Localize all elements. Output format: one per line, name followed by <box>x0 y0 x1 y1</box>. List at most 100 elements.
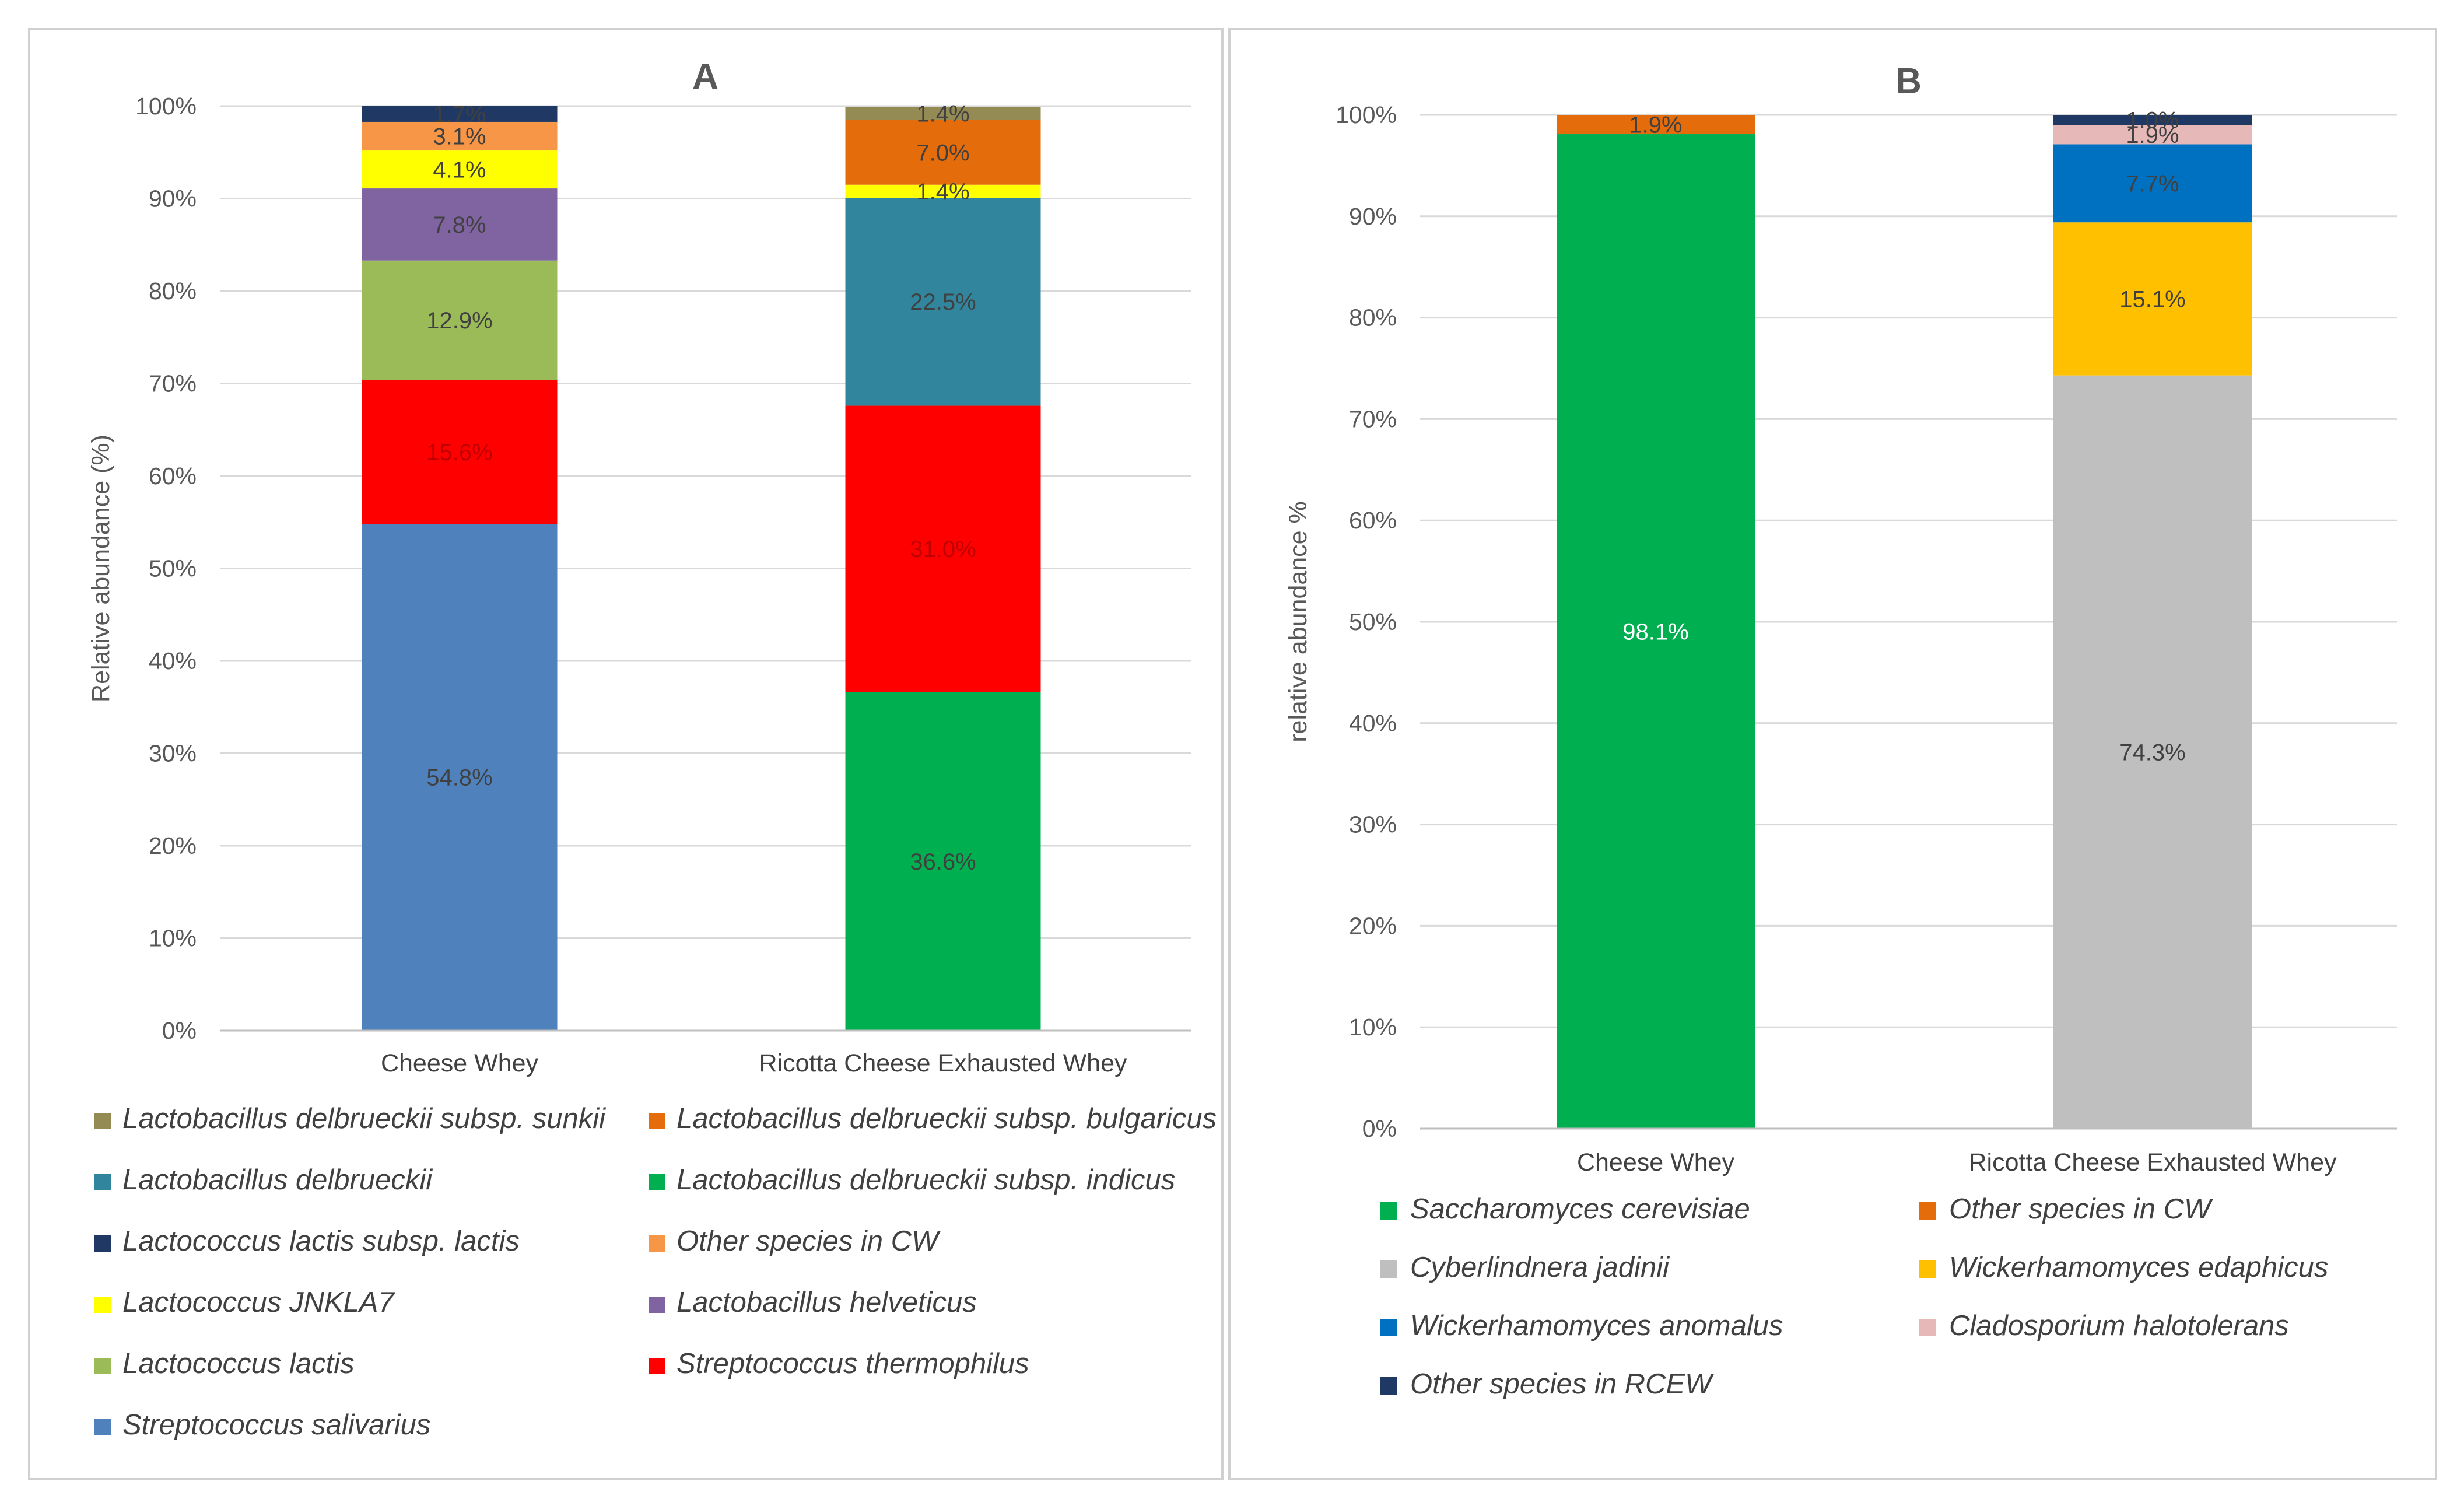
chart-b-legend-swatch-cyberlindnera-jadinii <box>1380 1260 1397 1278</box>
chart-a-bar-lactococcus-lactis-subsp-lactis-cheese-whey <box>362 106 558 122</box>
chart-a-bar-lactococcus-lactis-cheese-whey <box>362 260 558 380</box>
chart-b-y-axis-label: relative abundance % <box>1284 501 1312 743</box>
chart-a-legend-label: Lactococcus JNKLA7 <box>122 1287 395 1318</box>
chart-a-data-label: 1.4% <box>916 101 969 127</box>
chart-a-bar-streptococcus-thermophilus-cheese-whey <box>362 380 558 524</box>
chart-a-data-label: 12.9% <box>426 308 492 334</box>
chart-a-y-axis-label: Relative abundance (%) <box>87 435 115 702</box>
chart-b-bar-other-species-in-rcew-ricotta-cheese-exhausted-whey <box>2053 115 2252 125</box>
chart-a-data-label: 7.8% <box>433 212 486 238</box>
chart-a-bar-streptococcus-salivarius-cheese-whey <box>362 524 558 1031</box>
chart-b-y-tick-label: 70% <box>1349 405 1397 432</box>
chart-a-svg: A 0% 10% 20% 30% 40% 50% 60% 70% 80% 90% 100% Relati… <box>87 57 1217 1441</box>
chart-a-legend-label: Lactococcus lactis <box>122 1348 355 1379</box>
chart-b-bar-wickerhamomyces-edaphicus-ricotta-cheese-exhausted-whey <box>2053 222 2252 376</box>
chart-a-legend-swatch-lactococcus-jnkla7 <box>94 1297 111 1313</box>
chart-a-legend-label: Lactobacillus delbrueckii subsp. bulgari… <box>677 1103 1217 1134</box>
chart-a-legend-swatch-lactobacillus-delbrueckii <box>94 1174 111 1190</box>
chart-a-legend-swatch-lactobacillus-helveticus <box>649 1297 665 1313</box>
chart-b-category-label: Ricotta Cheese Exhausted Whey <box>1969 1148 2337 1176</box>
chart-b-legend-label: Saccharomyces cerevisiae <box>1410 1193 1750 1225</box>
chart-b-legend-swatch-wickerhamomyces-anomalus <box>1380 1319 1397 1336</box>
chart-a-y-tick-label: 70% <box>149 370 197 397</box>
chart-a-bar-lactobacillus-delbrueckii-subsp-bulgaricus-ricotta-cheese-exhausted-whey <box>845 120 1041 185</box>
chart-a-bar-lactococcus-jnkla7-cheese-whey <box>362 150 558 189</box>
chart-b-category-label: Cheese Whey <box>1577 1148 1735 1176</box>
chart-a-data-label: 1.4% <box>916 179 969 205</box>
chart-a-legend-swatch-lactobacillus-delbrueckii-subsp-indicus <box>649 1174 665 1190</box>
chart-a-legend-swatch-lactococcus-lactis <box>94 1358 111 1374</box>
chart-b-bar-saccharomyces-cerevisiae-cheese-whey <box>1557 134 1755 1129</box>
chart-b-legend-label: Cladosporium halotolerans <box>1949 1310 2289 1342</box>
chart-a-legend-label: Lactobacillus delbrueckii <box>122 1164 433 1196</box>
chart-b-data-label: 98.1% <box>1622 619 1688 645</box>
chart-a-category-label: Ricotta Cheese Exhausted Whey <box>759 1049 1127 1077</box>
chart-b-bar-cladosporium-halotolerans-ricotta-cheese-exhausted-whey <box>2053 125 2252 145</box>
chart-b-legend-label: Other species in CW <box>1949 1193 2214 1225</box>
chart-a-legend-label: Lactobacillus delbrueckii subsp. sunkii <box>122 1103 606 1134</box>
chart-a-y-tick-label: 100% <box>135 93 197 120</box>
chart-a-y-tick-label: 10% <box>149 925 197 952</box>
chart-a-y-tick-label: 90% <box>149 185 197 212</box>
chart-panel-b: B 0% 10% 20% 30% 40% 50% 60% 70% 80% 90% 100% relati… <box>1228 28 2437 1480</box>
chart-b-title: B <box>1895 61 1922 101</box>
chart-a-data-label: 22.5% <box>910 289 976 315</box>
chart-panel-a: A 0% 10% 20% 30% 40% 50% 60% 70% 80% 90% 100% Relati… <box>28 28 1224 1480</box>
chart-b-y-tick-label: 20% <box>1349 912 1397 939</box>
chart-a-data-label: 31.0% <box>910 537 976 562</box>
chart-a-bar-lactobacillus-helveticus-cheese-whey <box>362 188 558 261</box>
chart-b-y-tick-label: 80% <box>1349 304 1397 331</box>
chart-b-data-label: 1.9% <box>2126 122 2179 148</box>
chart-a-bar-lactococcus-jnkla7-ricotta-cheese-exhausted-whey <box>845 184 1041 198</box>
chart-a-bar-streptococcus-thermophilus-ricotta-cheese-exhausted-whey <box>845 405 1041 692</box>
chart-a-bar-lactobacillus-delbrueckii-ricotta-cheese-exhausted-whey <box>845 197 1041 406</box>
chart-b-legend-swatch-wickerhamomyces-edaphicus <box>1919 1260 1936 1278</box>
chart-b-bar-wickerhamomyces-anomalus-ricotta-cheese-exhausted-whey <box>2053 144 2252 223</box>
chart-a-data-label: 54.8% <box>426 765 492 791</box>
chart-b-y-tick-label: 100% <box>1336 101 1397 128</box>
chart-b-legend-label: Cyberlindnera jadinii <box>1410 1252 1670 1283</box>
chart-b-y-tick-label: 10% <box>1349 1014 1397 1041</box>
chart-a-legend-swatch-streptococcus-thermophilus <box>649 1358 665 1374</box>
chart-a-y-tick-label: 40% <box>149 647 197 674</box>
chart-b-svg: B 0% 10% 20% 30% 40% 50% 60% 70% 80% 90% 100% relati… <box>1284 61 2397 1400</box>
chart-a-y-tick-label: 60% <box>149 463 197 489</box>
chart-b-legend-label: Wickerhamomyces anomalus <box>1410 1310 1783 1342</box>
chart-a-bar-other-species-in-cw-cheese-whey <box>362 121 558 151</box>
chart-b-y-tick-label: 0% <box>1362 1115 1397 1142</box>
chart-b-y-tick-label: 30% <box>1349 811 1397 838</box>
chart-b-bar-cyberlindnera-jadinii-ricotta-cheese-exhausted-whey <box>2053 375 2252 1129</box>
chart-a-y-tick-label: 30% <box>149 740 197 767</box>
chart-b-y-tick-label: 60% <box>1349 507 1397 534</box>
chart-b-y-tick-label: 40% <box>1349 710 1397 737</box>
chart-b-legend-swatch-other-species-in-rcew <box>1380 1377 1397 1395</box>
chart-a-title: A <box>692 57 718 97</box>
chart-a-data-label: 1.7% <box>433 101 486 127</box>
chart-a-category-label: Cheese Whey <box>381 1049 539 1077</box>
chart-b-data-label: 15.1% <box>2119 286 2185 312</box>
chart-a-y-tick-label: 0% <box>162 1017 197 1044</box>
chart-a-y-tick-label: 80% <box>149 278 197 304</box>
chart-a-legend-swatch-other-species-in-cw <box>649 1235 665 1252</box>
chart-a-legend-swatch-streptococcus-salivarius <box>94 1419 111 1435</box>
chart-a-y-tick-label: 50% <box>149 555 197 582</box>
chart-a-y-tick-label: 20% <box>149 832 197 859</box>
chart-a-legend-swatch-lactobacillus-delbrueckii-subsp-sunkii <box>94 1113 111 1129</box>
chart-a-legend-label: Lactococcus lactis subsp. lactis <box>122 1225 520 1257</box>
chart-b-data-label: 7.7% <box>2126 171 2179 197</box>
chart-b-legend-swatch-saccharomyces-cerevisiae <box>1380 1202 1397 1220</box>
chart-a-data-label: 4.1% <box>433 157 486 183</box>
chart-a-bar-lactobacillus-delbrueckii-subsp-indicus-ricotta-cheese-exhausted-whey <box>845 692 1041 1031</box>
chart-a-legend-label: Lactobacillus helveticus <box>677 1287 977 1318</box>
chart-a-legend-label: Streptococcus thermophilus <box>677 1348 1029 1379</box>
chart-b-legend-swatch-cladosporium-halotolerans <box>1919 1319 1936 1336</box>
chart-b-data-label: 74.3% <box>2119 740 2185 765</box>
chart-a-legend-swatch-lactococcus-lactis-subsp-lactis <box>94 1235 111 1252</box>
chart-b-legend-swatch-other-species-in-cw <box>1919 1202 1936 1220</box>
chart-b-bar-other-species-in-cw-cheese-whey <box>1557 115 1755 135</box>
chart-b-legend-label: Wickerhamomyces edaphicus <box>1949 1252 2328 1283</box>
chart-b-data-label: 1.0% <box>2126 108 2179 134</box>
chart-a-legend-label: Streptococcus salivarius <box>122 1409 430 1441</box>
chart-a-legend-label: Lactobacillus delbrueckii subsp. indicus <box>677 1164 1175 1196</box>
chart-b-y-tick-label: 90% <box>1349 203 1397 230</box>
